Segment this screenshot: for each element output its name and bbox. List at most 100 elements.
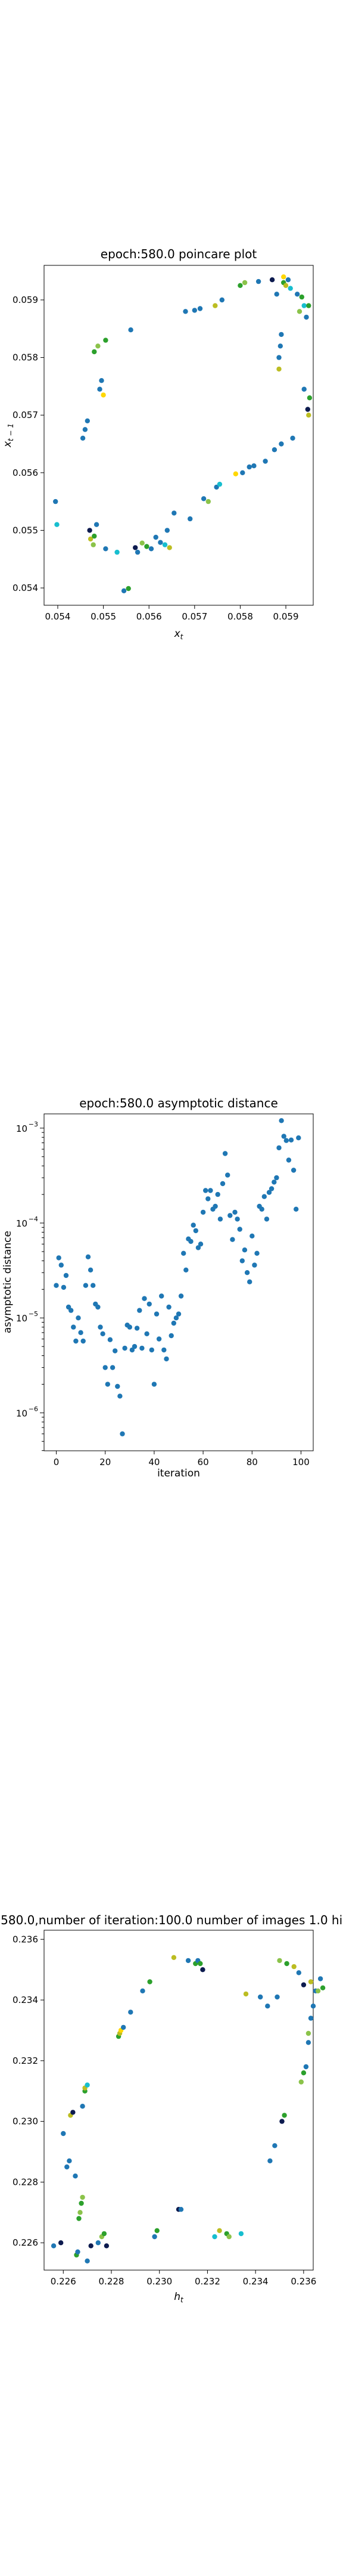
data-point-42 — [233, 471, 238, 476]
x-tick-label: 100 — [292, 1457, 310, 1467]
data-point-73 — [232, 1209, 238, 1215]
data-point-50 — [272, 2143, 277, 2148]
scatter-points — [53, 274, 313, 593]
data-point-56 — [191, 1222, 196, 1228]
data-point-49 — [263, 459, 268, 464]
data-point-21 — [133, 545, 138, 550]
y-tick-label: 0.230 — [13, 2116, 38, 2127]
data-point-18 — [121, 588, 127, 593]
data-point-68 — [220, 1181, 226, 1187]
data-point-22 — [135, 549, 141, 555]
data-point-2 — [61, 2131, 66, 2137]
data-point-65 — [308, 1979, 314, 1984]
data-point-98 — [294, 1206, 299, 1212]
data-point-59 — [301, 1982, 307, 1987]
data-point-51 — [275, 1994, 280, 2000]
data-point-32 — [183, 309, 188, 314]
plot-frame — [43, 1930, 314, 2271]
data-point-31 — [129, 1347, 135, 1353]
data-point-63 — [208, 1188, 213, 1193]
hidden-state-svg: 580.0,number of iteration:100.0 number o… — [1, 1913, 343, 2304]
data-point-59 — [281, 274, 286, 280]
data-point-6 — [88, 536, 93, 542]
data-point-66 — [310, 2004, 316, 2009]
y-tick-label: 10 — [16, 1218, 27, 1229]
data-point-72 — [307, 395, 313, 401]
y-tick-label: 0.057 — [13, 410, 38, 420]
data-point-86 — [264, 1216, 270, 1222]
data-point-25 — [115, 1383, 120, 1389]
data-point-10 — [92, 349, 97, 355]
data-point-22 — [107, 1337, 113, 1342]
data-point-62 — [205, 1196, 211, 1202]
y-tick-label: 0.056 — [13, 467, 38, 478]
data-point-4 — [67, 2158, 72, 2163]
data-point-0 — [51, 2243, 57, 2249]
x-axis-ticks: 0.226 0.228 0.230 0.232 0.234 0.236 — [51, 2270, 316, 2287]
data-point-2 — [58, 1262, 64, 1268]
data-point-49 — [173, 1315, 179, 1321]
asymptotic-svg: epoch:580.0 asymptotic distance 0 20 40 60 8… — [2, 1096, 314, 1479]
data-point-3 — [64, 2164, 70, 2170]
data-point-29 — [167, 545, 172, 550]
data-point-27 — [121, 2024, 126, 2030]
y-tick-exponent: −3 — [29, 1120, 38, 1128]
data-point-48 — [171, 1320, 176, 1326]
x-tick-label: 0.059 — [273, 611, 299, 622]
data-point-35 — [197, 306, 203, 311]
data-point-8 — [92, 533, 97, 539]
data-point-26 — [153, 534, 158, 540]
data-point-53 — [183, 1267, 189, 1272]
data-point-2 — [80, 435, 86, 441]
data-point-11 — [77, 2210, 83, 2215]
data-point-12 — [83, 1283, 89, 1288]
data-point-69 — [301, 386, 307, 392]
data-point-19 — [100, 1331, 105, 1336]
data-point-34 — [192, 308, 197, 313]
data-point-14 — [80, 2104, 85, 2109]
data-point-24 — [144, 544, 149, 549]
x-tick-label: 60 — [198, 1457, 209, 1467]
x-tick-label: 0.226 — [51, 2276, 76, 2287]
data-point-52 — [181, 1250, 186, 1256]
data-point-41 — [219, 297, 224, 303]
data-point-11 — [80, 1338, 86, 1344]
data-point-19 — [88, 2243, 93, 2249]
data-point-87 — [266, 1190, 272, 1195]
data-point-60 — [200, 1209, 206, 1215]
data-point-13 — [80, 2194, 85, 2200]
chart-title: epoch:580.0 asymptotic distance — [79, 1096, 278, 1110]
data-point-49 — [267, 2158, 273, 2163]
data-point-32 — [132, 1343, 138, 1349]
data-point-38 — [146, 1301, 152, 1307]
data-point-59 — [198, 1241, 204, 1247]
data-point-35 — [139, 1345, 145, 1351]
data-point-17 — [114, 549, 120, 555]
data-point-36 — [142, 1296, 147, 1301]
y-tick-label: 0.236 — [13, 1934, 38, 1945]
data-point-12 — [79, 2200, 84, 2206]
data-point-37 — [144, 1331, 149, 1336]
data-point-46 — [166, 1304, 172, 1310]
x-tick-label: 0.057 — [182, 611, 207, 622]
data-point-99 — [296, 1135, 301, 1141]
poincare-chart: epoch:580.0 poincare plot 0.054 0.055 0.05… — [0, 239, 343, 680]
data-point-0 — [53, 499, 58, 504]
scatter-points — [54, 1118, 301, 1436]
data-point-64 — [295, 292, 300, 297]
chart-title: epoch:580.0 poincare plot — [101, 247, 257, 261]
data-point-3 — [82, 427, 88, 432]
data-point-36 — [201, 496, 207, 501]
data-point-28 — [162, 542, 168, 547]
data-point-71 — [306, 413, 311, 418]
data-point-16 — [103, 546, 108, 552]
data-point-58 — [298, 2079, 304, 2085]
data-point-38 — [213, 303, 218, 308]
y-tick-exponent: −6 — [29, 1405, 38, 1413]
data-point-93 — [281, 1134, 286, 1139]
data-point-0 — [54, 1283, 59, 1288]
data-point-1 — [56, 1255, 61, 1261]
data-point-28 — [128, 2010, 133, 2015]
data-point-5 — [87, 528, 92, 533]
data-point-51 — [178, 1293, 184, 1299]
